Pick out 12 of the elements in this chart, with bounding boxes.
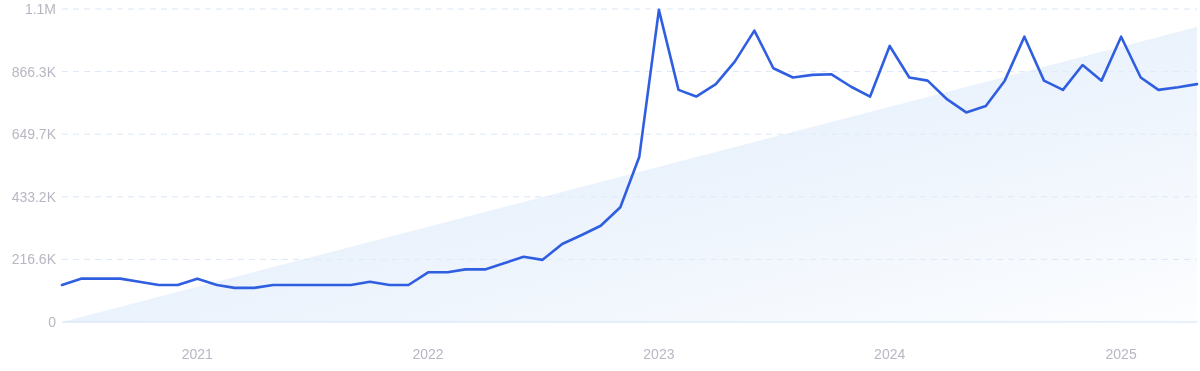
line-series: [60, 8, 1199, 290]
x-tick-label: 2025: [1105, 346, 1137, 362]
y-tick-label: 433.2K: [11, 188, 57, 205]
x-tick-label: 2024: [874, 346, 906, 362]
y-tick-label: 1.1M: [24, 0, 56, 17]
y-tick-label: 649.7K: [11, 126, 57, 143]
y-tick-label: 216.6K: [11, 251, 57, 268]
x-tick-label: 2023: [643, 346, 675, 362]
y-tick-label: 866.3K: [11, 63, 57, 80]
x-tick-label: 2022: [412, 346, 444, 362]
y-tick-label: 0: [48, 313, 57, 330]
x-tick-label: 2021: [181, 346, 214, 362]
